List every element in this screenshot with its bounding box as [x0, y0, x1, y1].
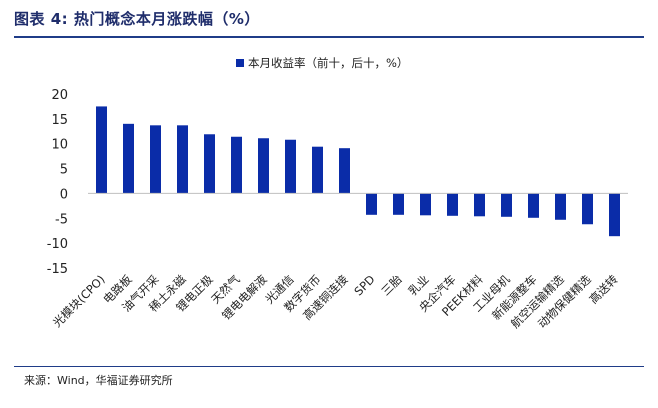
bar: [258, 138, 269, 194]
x-category-label: 三胎: [378, 272, 405, 299]
bar: [555, 193, 566, 220]
bar: [177, 125, 188, 194]
x-category-label: 高送转: [586, 272, 621, 307]
bar: [150, 125, 161, 194]
footer-rule: [14, 366, 644, 367]
y-tick-label: -10: [47, 237, 68, 252]
bar: [96, 106, 107, 194]
bar: [609, 193, 620, 237]
bar: [393, 193, 404, 215]
title-rule: [14, 36, 644, 38]
bar: [420, 193, 431, 216]
bar: [582, 193, 593, 225]
y-axis: 20 15 10 5 0 -5 -10 -15: [47, 88, 68, 277]
bar: [312, 146, 323, 194]
legend-label: 本月收益率（前十，后十，%）: [248, 56, 408, 70]
y-tick-label: -15: [47, 262, 68, 277]
source-note: 来源：Wind，华福证券研究所: [24, 374, 173, 387]
bar: [285, 139, 296, 194]
x-category-label: SPD: [351, 272, 377, 298]
bar: [123, 123, 134, 194]
y-tick-label: 5: [60, 163, 68, 178]
bar: [231, 136, 242, 194]
bar: [501, 193, 512, 217]
y-tick-label: 0: [60, 187, 68, 202]
legend-swatch: [236, 59, 244, 67]
bar: [474, 193, 485, 217]
x-category-label: 光模块(CPO): [50, 272, 108, 330]
bar: [339, 148, 350, 194]
y-tick-label: 20: [51, 88, 68, 103]
bar-series: [96, 106, 620, 237]
legend: 本月收益率（前十，后十，%）: [236, 56, 408, 70]
y-tick-label: -5: [55, 212, 68, 227]
y-tick-label: 15: [51, 113, 68, 128]
bar: [366, 193, 377, 215]
y-tick-label: 10: [51, 138, 68, 153]
bar: [528, 193, 539, 218]
bar: [447, 193, 458, 216]
figure-title: 图表 4: 热门概念本月涨跌幅（%）: [14, 10, 260, 28]
bar: [204, 134, 215, 194]
x-axis-labels: 光模块(CPO)电路板油气开采稀土永磁锂电正极天然气锂电电解液光通信数字货币高速…: [50, 272, 621, 331]
